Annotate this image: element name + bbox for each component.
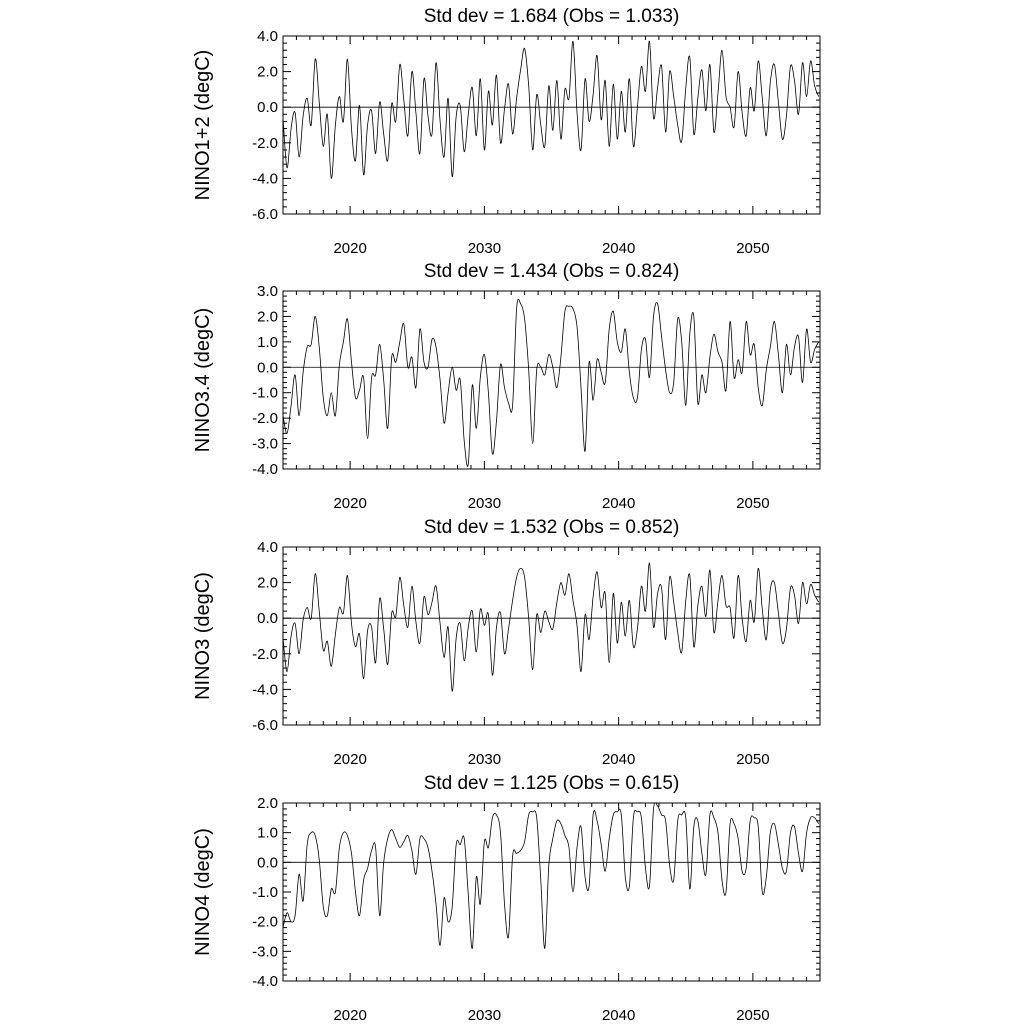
nino12-ytick-label: 4.0 xyxy=(257,28,278,45)
nino34-xtick-label: 2030 xyxy=(468,495,501,512)
nino12-xtick-label: 2050 xyxy=(736,240,769,257)
nino12-panel: Std dev = 1.684 (Obs = 1.033) NINO1+2 (de… xyxy=(192,6,821,257)
nino3-ytick-label: -2.0 xyxy=(252,646,278,663)
nino34-ytick-label: -4.0 xyxy=(252,461,278,478)
nino34-xtick-label: 2020 xyxy=(333,495,366,512)
nino12-xtick-label: 2020 xyxy=(333,240,366,257)
nino12-title: Std dev = 1.684 (Obs = 1.033) xyxy=(424,6,680,27)
nino12-xtick-label: 2030 xyxy=(468,240,501,257)
nino4-series-line xyxy=(283,803,820,949)
nino34-ytick-label: 2.0 xyxy=(257,308,278,325)
nino4-ytick-label: 0.0 xyxy=(257,854,278,871)
nino12-ytick-label: 0.0 xyxy=(257,99,278,116)
nino34-panel: Std dev = 1.434 (Obs = 0.824) NINO3.4 (de… xyxy=(192,261,821,512)
nino4-ytick-label: -2.0 xyxy=(252,914,278,931)
nino4-title: Std dev = 1.125 (Obs = 0.615) xyxy=(424,773,680,794)
nino34-xtick-label: 2040 xyxy=(602,495,635,512)
nino4-ytick-label: -4.0 xyxy=(252,973,278,990)
nino34-plot-frame xyxy=(282,290,821,470)
nino12-ylabel: NINO1+2 (degC) xyxy=(192,50,214,201)
nino3-ytick-label: 0.0 xyxy=(257,610,278,627)
nino4-xtick-label: 2020 xyxy=(333,1007,366,1024)
nino3-ytick-label: 2.0 xyxy=(257,575,278,592)
nino12-xtick-label: 2040 xyxy=(602,240,635,257)
nino12-plot-frame xyxy=(282,35,821,215)
nino34-ytick-label: -2.0 xyxy=(252,410,278,427)
nino12-ytick-label: -4.0 xyxy=(252,170,278,187)
nino3-ytick-label: -6.0 xyxy=(252,717,278,734)
nino4-ylabel: NINO4 (degC) xyxy=(192,828,214,956)
nino4-ytick-label: 2.0 xyxy=(257,795,278,812)
nino12-ytick-label: -2.0 xyxy=(252,135,278,152)
nino12-ytick-label: 2.0 xyxy=(257,64,278,81)
nino3-xtick-label: 2040 xyxy=(602,751,635,768)
nino34-ylabel: NINO3.4 (degC) xyxy=(192,308,214,453)
nino12-ytick-label: -6.0 xyxy=(252,206,278,223)
nino3-ytick-label: 4.0 xyxy=(257,539,278,556)
nino3-xtick-label: 2020 xyxy=(333,751,366,768)
nino4-plot-frame xyxy=(282,802,821,982)
nino4-ytick-label: -3.0 xyxy=(252,943,278,960)
nino3-series-line xyxy=(283,562,820,692)
nino3-title: Std dev = 1.532 (Obs = 0.852) xyxy=(424,517,680,538)
nino3-xtick-label: 2050 xyxy=(736,751,769,768)
nino34-ytick-label: -3.0 xyxy=(252,436,278,453)
nino34-title: Std dev = 1.434 (Obs = 0.824) xyxy=(424,261,680,282)
nino34-xtick-label: 2050 xyxy=(736,495,769,512)
nino3-ytick-label: -4.0 xyxy=(252,681,278,698)
nino4-xtick-label: 2030 xyxy=(468,1007,501,1024)
nino3-plot-frame xyxy=(282,546,821,726)
nino4-xtick-label: 2040 xyxy=(602,1007,635,1024)
nino4-ytick-label: 1.0 xyxy=(257,825,278,842)
nino4-xtick-label: 2050 xyxy=(736,1007,769,1024)
nino3-panel: Std dev = 1.532 (Obs = 0.852) NINO3 (degC… xyxy=(192,517,821,768)
nino4-ytick-label: -1.0 xyxy=(252,884,278,901)
nino34-ytick-label: -1.0 xyxy=(252,385,278,402)
nino12-series-line xyxy=(283,40,820,179)
nino3-xtick-label: 2030 xyxy=(468,751,501,768)
nino34-series-line xyxy=(283,298,820,467)
nino4-panel: Std dev = 1.125 (Obs = 0.615) NINO4 (degC… xyxy=(192,773,821,1024)
nino34-ytick-label: 3.0 xyxy=(257,283,278,300)
nino3-ylabel: NINO3 (degC) xyxy=(192,572,214,700)
nino34-ytick-label: 1.0 xyxy=(257,334,278,351)
nino34-ytick-label: 0.0 xyxy=(257,359,278,376)
